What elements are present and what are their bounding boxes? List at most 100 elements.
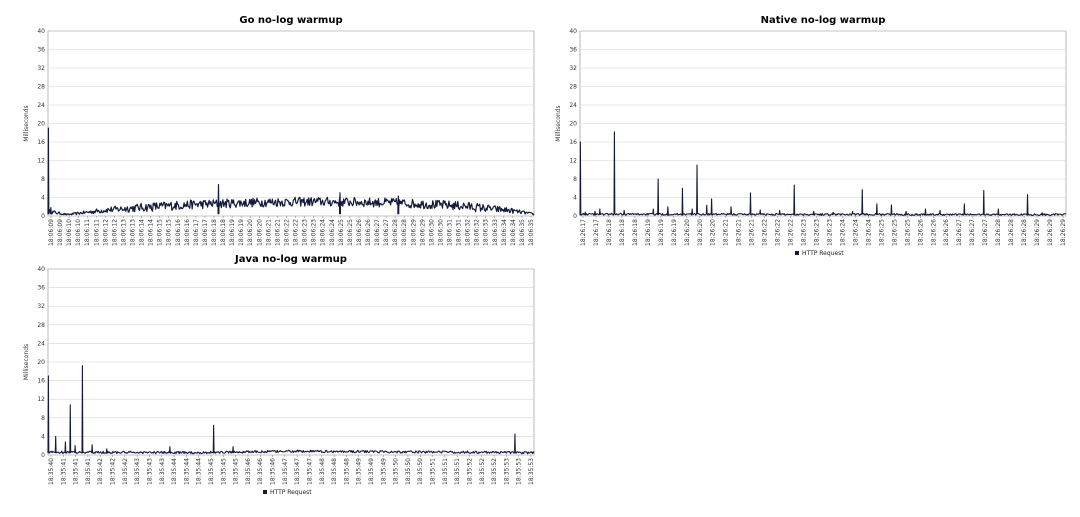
chart-1-x-tick-label: 18:26:21 <box>736 219 743 246</box>
chart-0-x-tick-label: 18:06:24 <box>320 219 327 246</box>
chart-2-x-tick-label: 18:35:45 <box>233 458 240 485</box>
chart-1-y-tick-label: 24 <box>569 102 577 109</box>
chart-2-x-tick-label: 18:35:44 <box>196 458 203 485</box>
chart-1-x-tick-label: 18:26:23 <box>826 219 833 246</box>
chart-2-x-tick-label: 18:35:43 <box>146 458 153 485</box>
chart-1-legend-label: HTTP Request <box>802 250 844 257</box>
chart-0-y-tick-label: 24 <box>37 102 45 109</box>
chart-1-x-tick-label: 18:26:18 <box>606 219 613 246</box>
chart-0-x-tick-label: 18:06:26 <box>356 219 363 246</box>
chart-2-x-tick-label: 18:35:43 <box>159 458 166 485</box>
chart-1-x-tick-label: 18:26:20 <box>684 219 691 246</box>
chart-0-series-line <box>47 127 535 216</box>
chart-1-legend-swatch <box>795 251 799 255</box>
chart-0-x-tick-label: 18:06:12 <box>102 219 109 246</box>
chart-1-x-tick-label: 18:26:17 <box>580 219 587 246</box>
chart-0-x-tick-label: 18:06:19 <box>229 219 236 246</box>
chart-1-x-tick-label: 18:26:25 <box>878 219 885 246</box>
chart-2-x-tick-label: 18:35:43 <box>134 458 141 485</box>
chart-0-x-tick-label: 18:06:35 <box>528 219 535 246</box>
chart-2-x-tick-label: 18:35:40 <box>48 458 55 485</box>
chart-2-x-tick-label: 18:35:41 <box>85 458 92 485</box>
chart-0-x-tick-label: 18:06:23 <box>311 219 318 246</box>
chart-0-y-tick-label: 16 <box>37 139 45 146</box>
chart-2-x-tick-label: 18:35:52 <box>466 458 473 485</box>
chart-0-x-tick-label: 18:06:16 <box>175 219 182 246</box>
chart-0-x-tick-label: 18:06:33 <box>483 219 490 246</box>
chart-0-y-tick-label: 32 <box>37 65 45 72</box>
chart-1-x-tick-label: 18:26:25 <box>891 219 898 246</box>
chart-1-y-tick-label: 12 <box>569 158 577 165</box>
chart-0-x-tick-label: 18:06:11 <box>93 219 100 246</box>
chart-1-x-tick-label: 18:26:29 <box>1034 219 1041 246</box>
chart-1-y-tick-label: 8 <box>573 176 577 183</box>
chart-2-x-tick-label: 18:35:48 <box>343 458 350 485</box>
chart-1-x-tick-label: 18:26:29 <box>1060 219 1067 246</box>
chart-1-x-tick-label: 18:26:24 <box>865 219 872 246</box>
chart-0-x-tick-label: 18:06:18 <box>220 219 227 246</box>
chart-0-y-tick-label: 36 <box>37 47 45 54</box>
chart-2-x-tick-label: 18:35:52 <box>491 458 498 485</box>
chart-0-x-tick-label: 18:06:25 <box>338 219 345 246</box>
chart-0-x-tick-label: 18:06:11 <box>84 219 91 246</box>
chart-0-x-tick-label: 18:06:09 <box>48 219 55 246</box>
chart-1-x-tick-label: 18:26:20 <box>697 219 704 246</box>
chart-2-x-tick-label: 18:35:49 <box>368 458 375 485</box>
chart-0-x-tick-label: 18:06:27 <box>383 219 390 246</box>
chart-1-x-tick-label: 18:26:24 <box>839 219 846 246</box>
chart-1-x-tick-label: 18:26:22 <box>788 219 795 246</box>
chart-0-x-tick-label: 18:06:34 <box>501 219 508 246</box>
chart-2-x-tick-label: 18:35:44 <box>171 458 178 485</box>
chart-0-x-tick-label: 18:06:22 <box>283 219 290 246</box>
chart-0-x-tick-label: 18:06:18 <box>211 219 218 246</box>
chart-2-x-tick-label: 18:35:46 <box>257 458 264 485</box>
chart-0-x-tick-label: 18:06:30 <box>437 219 444 246</box>
chart-0-x-tick-label: 18:06:16 <box>184 219 191 246</box>
chart-0-x-tick-label: 18:06:24 <box>329 219 336 246</box>
chart-1-x-tick-label: 18:26:22 <box>762 219 769 246</box>
go-chart: Go no-log warmup 0 4 8 12 16 20 24 28 32 36 40 Milli… <box>23 15 535 246</box>
chart-2-x-tick-label: 18:35:51 <box>430 458 437 485</box>
chart-1-x-tick-label: 18:26:21 <box>723 219 730 246</box>
chart-1-x-tick-label: 18:26:20 <box>710 219 717 246</box>
chart-0-x-tick-label: 18:06:32 <box>465 219 472 246</box>
chart-2-x-tick-label: 18:35:49 <box>380 458 387 485</box>
chart-0-x-tick-label: 18:06:15 <box>157 219 164 246</box>
chart-0-x-tick-label: 18:06:21 <box>265 219 272 246</box>
chart-2-x-tick-label: 18:35:41 <box>60 458 67 485</box>
chart-0-x-tick-label: 18:06:20 <box>256 219 263 246</box>
chart-2-x-tick-label: 18:35:45 <box>208 458 215 485</box>
chart-0-x-tick-label: 18:06:22 <box>293 219 300 246</box>
chart-1-x-tick-label: 18:26:18 <box>632 219 639 246</box>
chart-2-x-tick-label: 18:35:48 <box>331 458 338 485</box>
chart-0-x-tick-label: 18:06:10 <box>75 219 82 246</box>
chart-1-x-tick-label: 18:26:19 <box>645 219 652 246</box>
chart-2-title: Java no-log warmup <box>234 254 347 265</box>
chart-0-x-tick-label: 18:06:29 <box>419 219 426 246</box>
chart-2-x-tick-label: 18:35:47 <box>306 458 313 485</box>
chart-2-y-tick-label: 32 <box>37 303 45 310</box>
chart-0-y-tick-label: 8 <box>41 176 45 183</box>
chart-2-y-tick-label: 8 <box>41 415 45 422</box>
chart-2-x-tick-label: 18:35:52 <box>479 458 486 485</box>
chart-0-x-tick-label: 18:06:29 <box>410 219 417 246</box>
chart-1-x-tick-label: 18:26:23 <box>814 219 821 246</box>
chart-1-x-tick-label: 18:26:25 <box>904 219 911 246</box>
chart-0-y-tick-label: 12 <box>37 158 45 165</box>
chart-1-y-tick-label: 28 <box>569 84 577 91</box>
chart-0-x-tick-label: 18:06:26 <box>365 219 372 246</box>
chart-0-x-tick-label: 18:06:21 <box>274 219 281 246</box>
chart-2-x-tick-label: 18:35:53 <box>503 458 510 485</box>
chart-2-series-line <box>47 365 535 455</box>
chart-0-x-tick-label: 18:06:17 <box>202 219 209 246</box>
chart-0-x-tick-label: 18:06:30 <box>428 219 435 246</box>
chart-0-x-tick-label: 18:06:25 <box>347 219 354 246</box>
chart-2-y-tick-label: 40 <box>37 266 45 273</box>
chart-0-x-tick-label: 18:06:20 <box>247 219 254 246</box>
chart-2-x-tick-label: 18:35:47 <box>294 458 301 485</box>
chart-1-y-tick-label: 32 <box>569 65 577 72</box>
chart-2-x-tick-label: 18:35:46 <box>270 458 277 485</box>
chart-0-y-tick-label: 4 <box>41 195 45 202</box>
chart-0-x-tick-label: 18:06:17 <box>193 219 200 246</box>
native-chart: Native no-log warmup 0 4 8 12 16 20 24 28 32 36 40 M… <box>555 15 1067 257</box>
